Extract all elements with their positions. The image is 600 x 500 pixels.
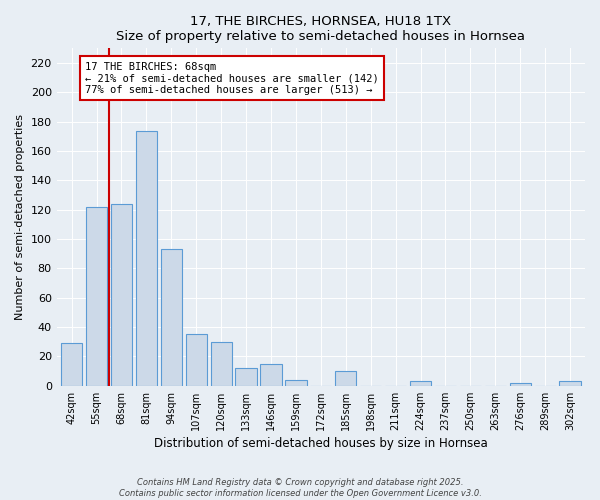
Bar <box>410 382 431 386</box>
Text: Contains HM Land Registry data © Crown copyright and database right 2025.
Contai: Contains HM Land Registry data © Crown c… <box>119 478 481 498</box>
Bar <box>559 382 581 386</box>
Bar <box>136 130 157 386</box>
X-axis label: Distribution of semi-detached houses by size in Hornsea: Distribution of semi-detached houses by … <box>154 437 488 450</box>
Bar <box>235 368 257 386</box>
Title: 17, THE BIRCHES, HORNSEA, HU18 1TX
Size of property relative to semi-detached ho: 17, THE BIRCHES, HORNSEA, HU18 1TX Size … <box>116 15 526 43</box>
Bar <box>161 250 182 386</box>
Bar <box>185 334 207 386</box>
Bar <box>286 380 307 386</box>
Bar <box>260 364 281 386</box>
Bar <box>211 342 232 386</box>
Text: 17 THE BIRCHES: 68sqm
← 21% of semi-detached houses are smaller (142)
77% of sem: 17 THE BIRCHES: 68sqm ← 21% of semi-deta… <box>85 62 379 94</box>
Bar <box>111 204 132 386</box>
Bar <box>86 207 107 386</box>
Bar <box>335 371 356 386</box>
Y-axis label: Number of semi-detached properties: Number of semi-detached properties <box>15 114 25 320</box>
Bar <box>509 383 531 386</box>
Bar <box>61 344 82 386</box>
